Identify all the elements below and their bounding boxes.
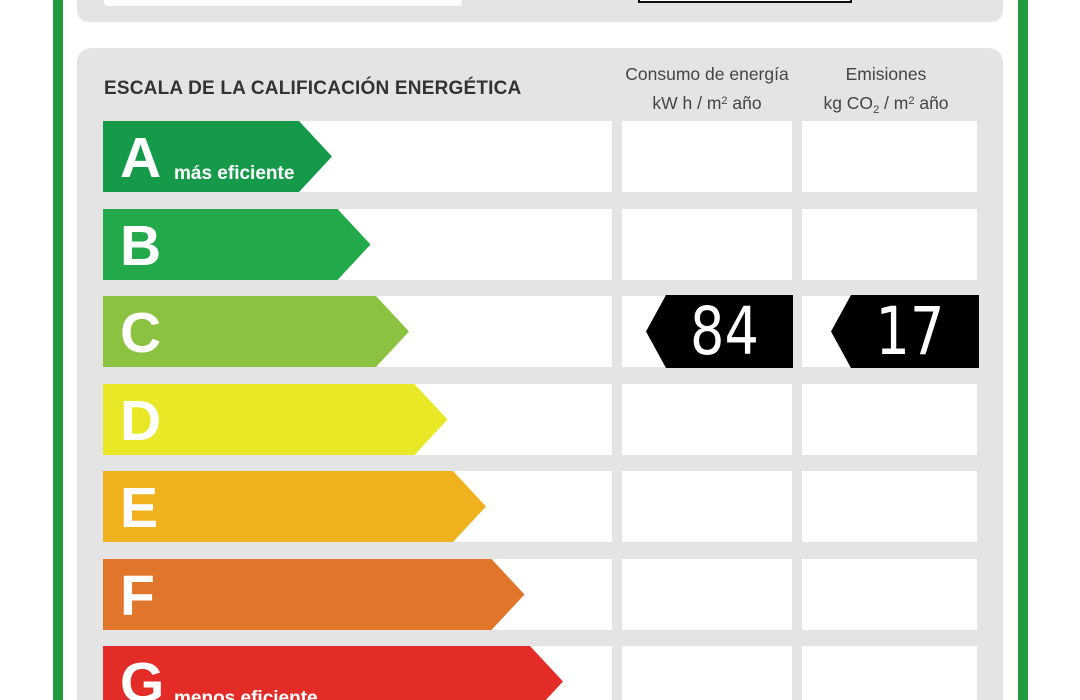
- grade-arrow-shape-b: [103, 208, 371, 280]
- emissions-column-unit: kg CO2 / m2 año: [823, 93, 949, 116]
- top-field-right: [638, 0, 852, 3]
- grade-letter-g: G: [120, 651, 165, 700]
- grade-arrow-g: [103, 646, 563, 700]
- grade-arrow-d: [103, 383, 448, 455]
- energy-column-title: Consumo de energía: [625, 64, 789, 84]
- energy-cell-b: [622, 208, 792, 280]
- energy-cell-g: [622, 646, 792, 700]
- energy-cell-f: [622, 558, 792, 630]
- energy-cell-a: [622, 121, 792, 192]
- grade-letter-c: C: [120, 301, 162, 365]
- emissions-cell-d: [802, 383, 977, 455]
- energy-value-tag-shape: [646, 295, 793, 368]
- grade-letter-b: B: [120, 213, 162, 278]
- emissions-value-tag-text: 17: [875, 293, 945, 370]
- grade-arrow-shape-g: [103, 646, 563, 700]
- emissions-value-tag-shape: [831, 295, 979, 368]
- scale-title: ESCALA DE LA CALIFICACIÓN ENERGÉTICA: [104, 78, 522, 99]
- emissions-column-title: Emisiones: [845, 64, 927, 84]
- grade-letter-a: A: [120, 126, 162, 190]
- grade-arrow-shape-d: [103, 383, 448, 455]
- grade-letter-d: D: [120, 388, 162, 453]
- energy-value-tag: 84: [646, 295, 793, 368]
- grade-arrow-b: [103, 208, 371, 280]
- emissions-cell-f: [802, 558, 977, 630]
- energy-cell-e: [622, 471, 792, 542]
- emissions-cell-e: [802, 471, 977, 542]
- energy-column-unit: kW h / m2 año: [652, 93, 762, 113]
- emissions-value-tag: 17: [831, 295, 979, 368]
- label-border-left: [53, 0, 63, 700]
- energy-column-header: Consumo de energía kW h / m2 año: [612, 61, 802, 117]
- grade-arrow-shape-e: [103, 471, 486, 542]
- top-field-left: [104, 0, 462, 6]
- energy-cell-d: [622, 383, 792, 455]
- grade-arrow-shape-f: [103, 558, 525, 630]
- grade-letter-e: E: [120, 476, 159, 540]
- label-border-right: [1018, 0, 1028, 700]
- emissions-cell-g: [802, 646, 977, 700]
- grade-arrow-a: [103, 121, 332, 192]
- emissions-column-header: Emisiones kg CO2 / m2 año: [798, 61, 974, 124]
- grade-arrow-f: [103, 558, 525, 630]
- grade-sublabel-a: más eficiente: [174, 163, 295, 184]
- grade-arrow-shape-c: [103, 296, 409, 367]
- energy-value-tag-text: 84: [690, 293, 759, 370]
- grade-letter-f: F: [120, 563, 155, 628]
- grade-sublabel-g: menos eficiente: [174, 688, 318, 700]
- grade-arrow-shape-a: [103, 121, 332, 192]
- grade-arrow-c: [103, 296, 409, 367]
- emissions-cell-a: [802, 121, 977, 192]
- grade-arrow-e: [103, 471, 486, 542]
- emissions-cell-b: [802, 208, 977, 280]
